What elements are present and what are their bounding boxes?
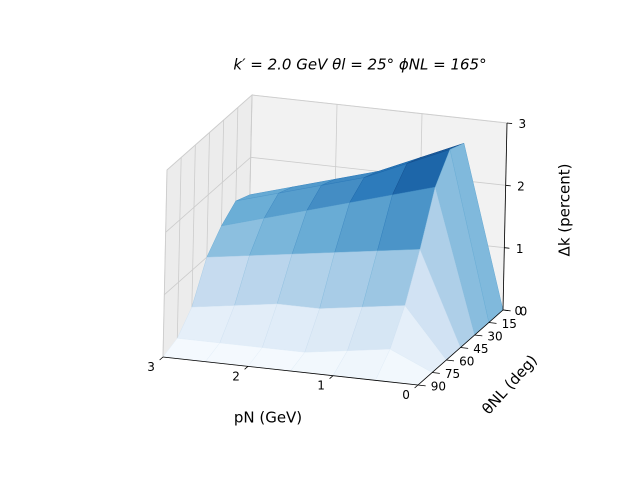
- tick-mark: [488, 322, 497, 324]
- tick-mark: [159, 356, 164, 361]
- y-tick-label: 60: [459, 355, 474, 369]
- y-tick-label: 0: [520, 305, 528, 319]
- tick-mark: [504, 247, 510, 249]
- y-axis-label: θNL (deg): [478, 351, 541, 418]
- tick-mark: [446, 359, 455, 362]
- y-tick-label: 90: [431, 380, 446, 394]
- tick-mark: [432, 372, 440, 374]
- z-axis-label: Δk (percent): [556, 164, 574, 257]
- grid-line: [251, 94, 508, 124]
- tick-mark: [244, 366, 249, 370]
- x-axis-label: pN (GeV): [234, 409, 302, 427]
- tick-mark: [502, 309, 509, 311]
- x-tick-label: 0: [402, 388, 410, 402]
- tick-mark: [414, 384, 419, 389]
- grid-line: [166, 94, 253, 171]
- x-axis: [162, 356, 419, 386]
- z-tick-label: 0: [514, 304, 522, 318]
- z-tick-label: 2: [517, 180, 525, 194]
- tick-mark: [417, 384, 426, 387]
- grid-line: [190, 144, 196, 333]
- y-tick-label: 30: [487, 330, 502, 344]
- chart-title: k′ = 2.0 GeV θl = 25° ϕNL = 165°: [233, 56, 486, 74]
- y-tick-label: 45: [473, 342, 488, 356]
- tick-mark: [506, 122, 513, 124]
- x-tick-label: 3: [147, 360, 155, 374]
- tick-mark: [505, 184, 511, 187]
- z-axis: [502, 122, 508, 311]
- tick-mark: [474, 334, 483, 337]
- y-tick-label: 15: [502, 317, 517, 331]
- x-tick-label: 2: [232, 369, 240, 383]
- grid-line: [162, 169, 168, 358]
- grid-line: [165, 157, 251, 233]
- z-tick-label: 1: [516, 242, 524, 256]
- y-tick-label: 75: [445, 367, 460, 381]
- z-tick-label: 3: [518, 117, 526, 131]
- tick-mark: [460, 347, 469, 349]
- x-tick-label: 1: [317, 379, 325, 393]
- tick-mark: [329, 375, 334, 379]
- grid-line: [176, 157, 182, 345]
